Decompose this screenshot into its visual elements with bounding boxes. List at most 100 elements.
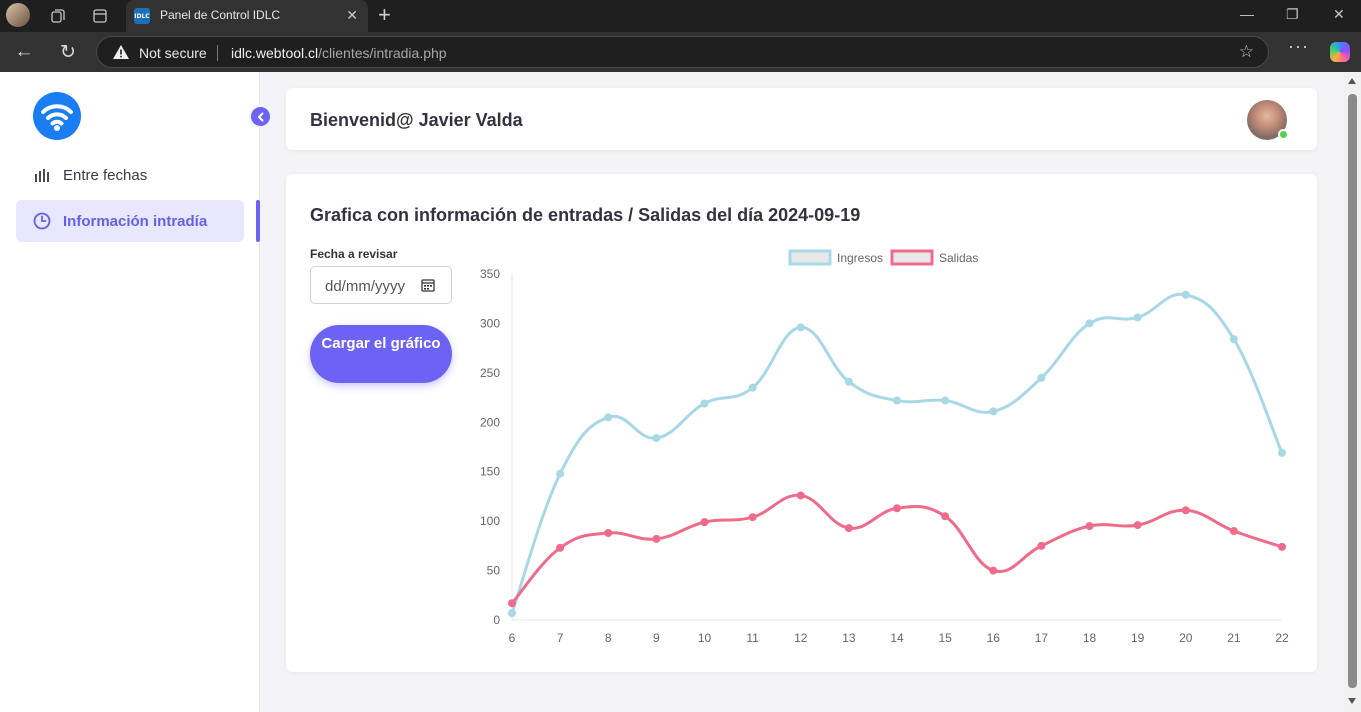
line-chart: 0 50 100 150 200 250 300 350 6 7 8 9 10 11 12 13 14 15 16 1… (480, 249, 1289, 645)
active-indicator (256, 200, 260, 242)
scroll-up-icon[interactable] (1348, 78, 1356, 84)
y-tick-label: 50 (487, 564, 501, 578)
data-point-salidas (604, 529, 613, 538)
calendar-icon[interactable] (421, 278, 435, 292)
x-tick-label: 14 (890, 631, 904, 645)
close-tab-icon[interactable]: ✕ (346, 7, 358, 23)
data-point-salidas (1085, 522, 1094, 531)
data-point-salidas (844, 524, 853, 533)
data-point-salidas (748, 513, 757, 522)
data-point-salidas (989, 566, 998, 575)
data-point-salidas (700, 518, 709, 527)
data-point-salidas (893, 504, 901, 513)
sidebar-item-label: Información intradía (63, 212, 208, 230)
security-status[interactable]: Not secure (139, 45, 207, 61)
tab-title: Panel de Control IDLC (160, 8, 281, 22)
x-tick-label: 18 (1083, 631, 1097, 645)
url-host: idlc.webtool.cl (231, 45, 319, 61)
y-tick-label: 300 (480, 316, 500, 330)
favorite-star-icon[interactable]: ☆ (1238, 42, 1254, 61)
data-point-salidas (652, 534, 661, 543)
x-tick-label: 19 (1131, 631, 1145, 645)
sidebar-item-label: Entre fechas (63, 166, 148, 184)
more-options-icon[interactable]: ··· (1288, 36, 1309, 56)
y-tick-label: 200 (480, 415, 500, 429)
x-tick-label: 11 (746, 631, 759, 645)
data-point-salidas (1278, 542, 1286, 551)
back-icon[interactable]: ← (14, 41, 34, 62)
sidebar-item-entre-fechas[interactable]: Entre fechas (16, 154, 244, 196)
reload-icon[interactable]: ↻ (60, 41, 76, 63)
close-window-icon[interactable]: ✕ (1333, 6, 1345, 22)
data-point-ingresos (652, 434, 661, 443)
y-tick-label: 100 (480, 514, 500, 528)
legend-swatch-ingresos (788, 249, 832, 266)
data-point-ingresos (1085, 319, 1094, 328)
scroll-thumb[interactable] (1348, 94, 1357, 688)
bar-chart-icon (32, 165, 52, 185)
copilot-icon[interactable] (1330, 42, 1350, 62)
x-tick-label: 17 (1035, 631, 1049, 645)
data-point-ingresos (989, 407, 998, 416)
warning-icon (113, 45, 129, 59)
y-tick-label: 0 (493, 613, 500, 627)
date-placeholder: dd/mm/yyyy (325, 278, 406, 295)
minimize-icon[interactable]: — (1240, 6, 1254, 22)
vertical-scrollbar[interactable] (1344, 72, 1361, 712)
x-tick-label: 21 (1227, 631, 1241, 645)
user-avatar[interactable] (1247, 100, 1289, 140)
data-point-salidas (1133, 521, 1142, 530)
data-point-salidas (1229, 527, 1238, 536)
data-point-ingresos (796, 323, 805, 332)
x-tick-label: 6 (509, 631, 516, 645)
welcome-text: Bienvenid@ Javier Valda (310, 110, 523, 130)
x-tick-label: 10 (698, 631, 712, 645)
data-point-ingresos (1181, 290, 1190, 299)
sidebar: Entre fechas Información intradía (0, 72, 260, 712)
data-point-ingresos (1037, 373, 1046, 382)
tab-actions-icon[interactable] (88, 4, 112, 28)
clock-icon (32, 211, 52, 231)
wifi-logo-icon[interactable] (33, 92, 81, 140)
data-point-salidas (508, 599, 516, 608)
workspaces-icon[interactable] (46, 4, 70, 28)
data-point-ingresos (1133, 313, 1142, 322)
x-tick-label: 15 (938, 631, 952, 645)
sidebar-item-informacion-intradia[interactable]: Información intradía (16, 200, 244, 242)
load-chart-button[interactable]: Cargar el gráfico (310, 325, 452, 383)
data-point-ingresos (556, 469, 565, 478)
x-tick-label: 16 (987, 631, 1001, 645)
data-point-ingresos (748, 383, 757, 392)
x-tick-label: 9 (653, 631, 660, 645)
y-tick-label: 250 (480, 366, 500, 380)
data-point-ingresos (1229, 335, 1238, 344)
legend-label-salidas: Salidas (939, 251, 978, 265)
data-point-salidas (1037, 541, 1046, 550)
new-tab-icon[interactable]: + (378, 2, 391, 27)
url-text[interactable]: idlc.webtool.cl/clientes/intradia.php (231, 45, 447, 61)
date-input[interactable]: dd/mm/yyyy (310, 266, 452, 304)
series-line-ingresos (510, 292, 1284, 614)
data-point-ingresos (508, 609, 516, 618)
legend-swatch-salidas (890, 249, 934, 266)
restore-icon[interactable]: ❐ (1286, 6, 1299, 22)
data-point-salidas (796, 491, 805, 500)
data-point-ingresos (604, 413, 613, 422)
browser-profile-avatar[interactable] (6, 3, 30, 27)
data-point-salidas (941, 512, 950, 521)
data-point-salidas (1181, 506, 1190, 515)
tab-active[interactable]: IDLC Panel de Control IDLC ✕ (126, 0, 368, 32)
scroll-down-icon[interactable] (1348, 698, 1356, 704)
data-point-ingresos (844, 377, 853, 386)
x-tick-label: 8 (605, 631, 612, 645)
browser-toolbar: ← ↻ Not secure idlc.webtool.cl/clientes/… (0, 32, 1361, 72)
chart-card: Grafica con información de entradas / Sa… (286, 174, 1317, 672)
data-point-ingresos (700, 399, 709, 408)
data-point-salidas (556, 543, 565, 552)
collapse-sidebar-button[interactable] (249, 105, 272, 128)
url-path: /clientes/intradia.php (318, 45, 447, 61)
y-tick-label: 350 (480, 267, 500, 281)
address-bar[interactable]: Not secure idlc.webtool.cl/clientes/intr… (96, 36, 1269, 68)
data-point-ingresos (893, 396, 901, 405)
tab-favicon: IDLC (134, 8, 150, 24)
